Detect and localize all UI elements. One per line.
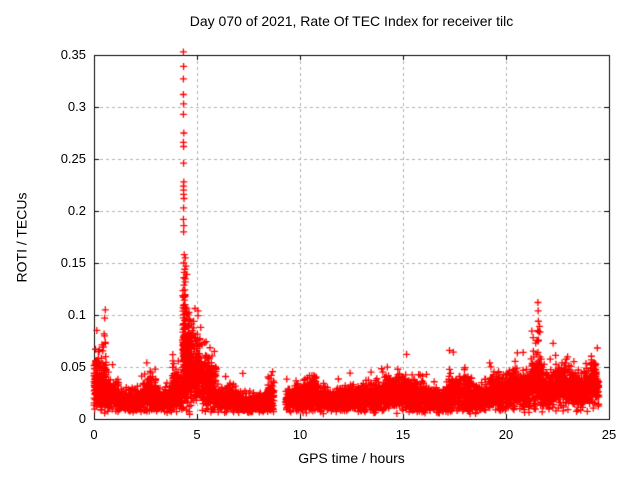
x-tick-label: 10 xyxy=(292,427,308,442)
y-tick-label: 0.35 xyxy=(60,47,86,62)
x-axis-label: GPS time / hours xyxy=(298,450,405,466)
x-tick-label: 25 xyxy=(601,427,617,442)
x-tick-label: 0 xyxy=(90,427,98,442)
chart-title: Day 070 of 2021, Rate Of TEC Index for r… xyxy=(189,13,514,29)
y-tick-label: 0.15 xyxy=(60,255,86,270)
x-tick-label: 15 xyxy=(395,427,411,442)
y-tick-label: 0.05 xyxy=(60,359,86,374)
y-tick-label: 0.3 xyxy=(67,99,86,114)
y-tick-label: 0.25 xyxy=(60,151,86,166)
x-tick-label: 5 xyxy=(193,427,201,442)
y-tick-label: 0.2 xyxy=(67,203,86,218)
x-tick-label: 20 xyxy=(498,427,514,442)
y-tick-label: 0.1 xyxy=(67,307,86,322)
y-tick-label: 0 xyxy=(78,411,86,426)
